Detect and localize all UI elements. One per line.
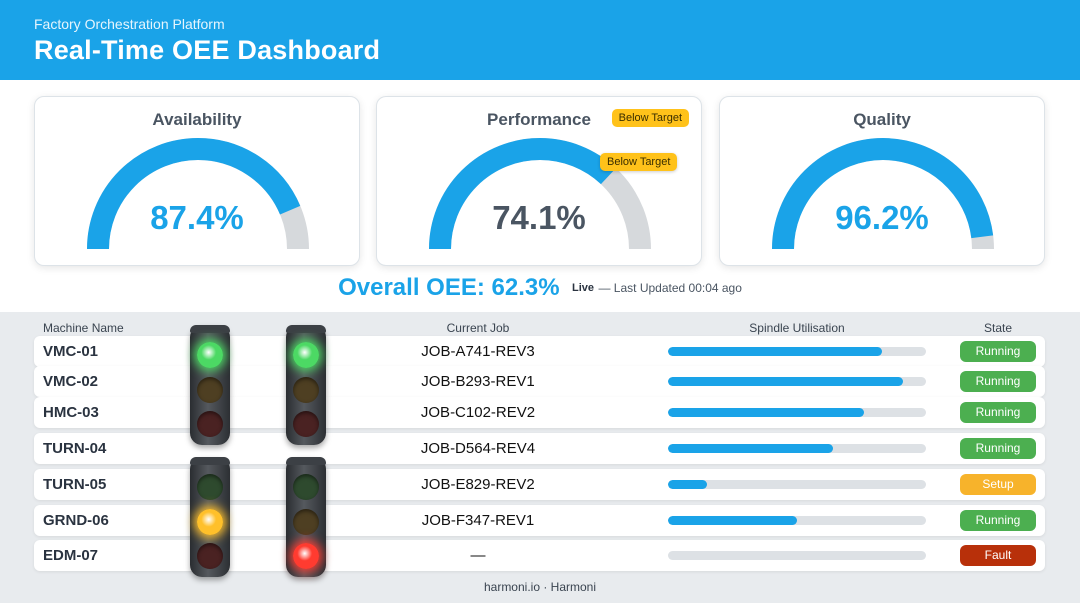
machine-name: EDM-07	[43, 547, 99, 564]
header-bar: Factory Orchestration Platform Real-Time…	[0, 0, 1080, 80]
quality-gauge	[772, 138, 994, 250]
performance-label: Performance	[487, 110, 591, 129]
signal-light	[286, 325, 326, 445]
signal-light	[190, 325, 230, 445]
platform-subtitle: Factory Orchestration Platform	[34, 16, 225, 32]
table-row[interactable]: GRND-06 JOB-F347-REV1 Running	[34, 505, 1045, 536]
signal-light	[286, 457, 326, 577]
table-row[interactable]: EDM-07 — Fault	[34, 540, 1045, 571]
spindle-utilisation-bar	[668, 551, 926, 560]
performance-value: 74.1%	[492, 199, 586, 236]
machine-name: VMC-02	[43, 373, 99, 390]
current-job: JOB-D564-REV4	[420, 440, 536, 457]
column-header-machine: Machine Name	[43, 321, 124, 335]
column-header-state: State	[983, 321, 1013, 335]
page-title: Real-Time OEE Dashboard	[34, 35, 381, 65]
table-row[interactable]: HMC-03 JOB-C102-REV2 Running	[34, 397, 1045, 428]
machine-name: HMC-03	[43, 404, 99, 421]
red-lamp	[293, 411, 319, 437]
spindle-utilisation-bar	[668, 408, 926, 417]
state-badge: Fault	[960, 545, 1036, 566]
machine-name: GRND-06	[43, 512, 109, 529]
spindle-utilisation-bar	[668, 347, 926, 356]
machine-name: TURN-04	[43, 440, 107, 457]
green-lamp	[293, 342, 319, 368]
state-badge: Setup	[960, 474, 1036, 495]
spindle-utilisation-bar	[668, 480, 926, 489]
overall-oee: Overall OEE: 62.3%	[338, 274, 560, 301]
spindle-utilisation-bar	[668, 377, 926, 386]
performance-card: Performance 74.1% Below Target Below Tar…	[376, 96, 702, 266]
availability-label: Availability	[152, 110, 242, 129]
gauge-marker-badge: Below Target	[600, 153, 678, 171]
below-target-badge: Below Target	[611, 109, 689, 127]
state-badge: Running	[960, 510, 1036, 531]
state-badge: Running	[960, 341, 1036, 362]
quality-label: Quality	[853, 110, 911, 129]
machine-name: VMC-01	[43, 343, 99, 360]
footer-credit: harmoni.io · Harmoni	[483, 580, 597, 594]
table-row[interactable]: TURN-05 JOB-E829-REV2 Setup	[34, 469, 1045, 500]
last-updated: — Last Updated 00:04 ago	[598, 281, 742, 295]
oee-summary: Overall OEE: 62.3% Live — Last Updated 0…	[0, 274, 1080, 306]
performance-gauge	[429, 138, 651, 250]
table-row[interactable]: VMC-01 JOB-A741-REV3 Running	[34, 336, 1045, 367]
availability-card: Availability 87.4%	[34, 96, 360, 266]
current-job: JOB-C102-REV2	[420, 404, 536, 421]
red-lamp	[197, 411, 223, 437]
signal-light	[190, 457, 230, 577]
green-lamp	[197, 342, 223, 368]
state-badge: Running	[960, 438, 1036, 459]
live-indicator: Live	[572, 282, 595, 294]
availability-gauge	[87, 138, 309, 250]
amber-lamp	[293, 377, 319, 403]
state-badge: Running	[960, 371, 1036, 392]
machine-name: TURN-05	[43, 476, 107, 493]
state-badge: Running	[960, 402, 1036, 423]
quality-value: 96.2%	[835, 199, 929, 236]
amber-lamp	[197, 377, 223, 403]
green-lamp	[293, 474, 319, 500]
current-job: —	[470, 547, 486, 564]
table-row[interactable]: VMC-02 JOB-B293-REV1 Running	[34, 366, 1045, 397]
quality-card: Quality 96.2%	[719, 96, 1045, 266]
green-lamp	[197, 474, 223, 500]
red-lamp	[197, 543, 223, 569]
spindle-utilisation-bar	[668, 516, 926, 525]
amber-lamp	[293, 509, 319, 535]
table-row[interactable]: TURN-04 JOB-D564-REV4 Running	[34, 433, 1045, 464]
current-job: JOB-A741-REV3	[421, 343, 535, 360]
amber-lamp	[197, 509, 223, 535]
red-lamp	[293, 543, 319, 569]
column-header-job: Current Job	[446, 321, 510, 335]
current-job: JOB-B293-REV1	[421, 373, 535, 390]
current-job: JOB-E829-REV2	[421, 476, 535, 493]
current-job: JOB-F347-REV1	[421, 512, 535, 529]
spindle-utilisation-bar	[668, 444, 926, 453]
availability-value: 87.4%	[150, 199, 244, 236]
column-header-spindle: Spindle Utilisation	[749, 321, 845, 335]
